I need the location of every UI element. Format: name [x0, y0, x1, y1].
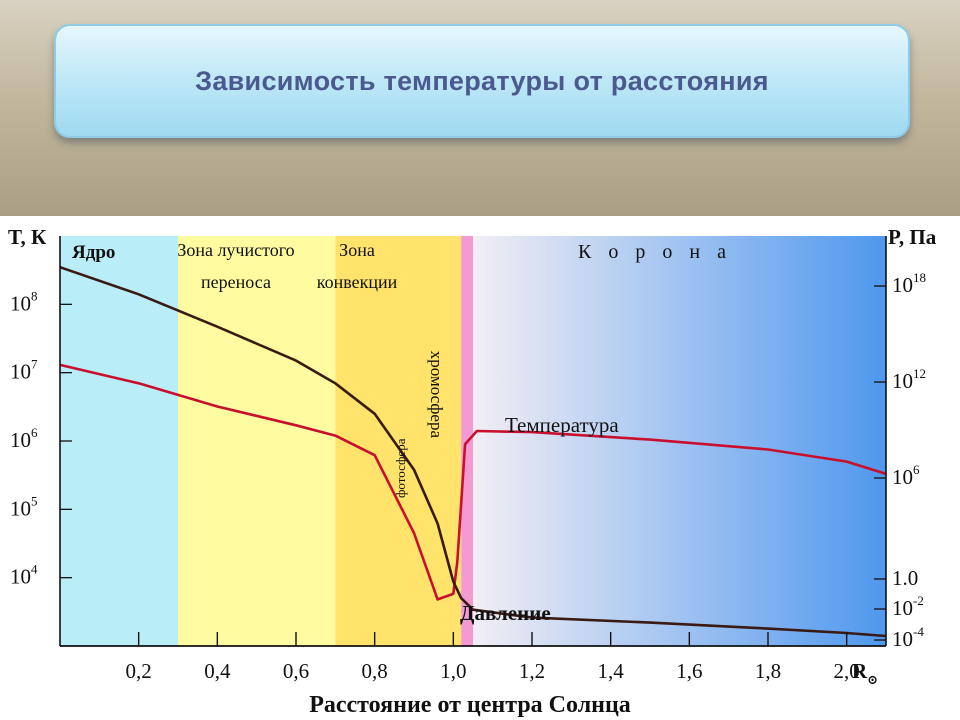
y-left-axis-label: T, К [8, 225, 47, 249]
temperature-annotation: Температура [505, 413, 619, 437]
y-right-tick-label: 10-4 [892, 624, 924, 651]
x-tick-label: 1,6 [676, 659, 702, 683]
x-unit-label: R⊙ [852, 659, 878, 687]
zone-label-radiative: переноса [201, 272, 271, 292]
zone-label-convection: конвекции [317, 272, 398, 292]
zone-label-radiative: Зона лучистого [177, 240, 294, 260]
zone-label-photosphere: фотосфера [393, 438, 408, 498]
y-right-tick-label: 10-2 [892, 593, 924, 620]
x-tick-label: 2,0 [834, 659, 860, 683]
y-left-tick-label: 107 [10, 357, 38, 384]
x-tick-label: 1,4 [598, 659, 625, 683]
zone-backgrounds [60, 236, 886, 646]
temperature-line [59, 363, 887, 601]
y-right-tick-label: 1.0 [892, 566, 918, 590]
y-left-tick-label: 105 [10, 493, 38, 520]
zone-label-chromosphere: хромосфера [427, 351, 446, 439]
labels: T, К P, Па Расстояние от центра Солнца Ядро… [8, 225, 937, 718]
x-tick-label: 0,6 [283, 659, 309, 683]
y-left-tick-label: 106 [10, 425, 38, 452]
x-tick-label: 0,4 [204, 659, 231, 683]
zone-label-core: Ядро [72, 242, 115, 263]
title-banner: Зависимость температуры от расстояния [54, 24, 910, 138]
x-tick-label: 1,2 [519, 659, 545, 683]
x-tick-label: 0,8 [362, 659, 388, 683]
series-lines [59, 265, 887, 638]
y-right-tick-label: 106 [892, 462, 920, 489]
pressure-line [59, 265, 887, 638]
zone-label-corona: К о р о н а [578, 241, 732, 263]
x-tick-label: 1,8 [755, 659, 781, 683]
zone-photosphere [453, 236, 462, 646]
axes: 0,2 0,4 0,6 0,8 1,0 1,2 1,4 1,6 1,8 2,0R⊙ 108 107 10… [10, 236, 926, 687]
y-right-axis-label: P, Па [888, 225, 937, 249]
x-tick-label: 1,0 [440, 659, 466, 683]
page-title: Зависимость температуры от расстояния [195, 65, 769, 96]
y-left-tick-label: 104 [10, 562, 38, 589]
zone-core [60, 236, 178, 646]
pressure-annotation: Давление [460, 601, 551, 625]
y-left-tick-label: 108 [10, 288, 38, 315]
y-right-tick-label: 1012 [892, 366, 926, 393]
x-tick-label: 0,2 [126, 659, 152, 683]
zone-label-convection: Зона [339, 240, 375, 260]
y-right-tick-label: 1018 [892, 270, 926, 297]
x-axis-label: Расстояние от центра Солнца [309, 692, 631, 718]
temperature-pressure-chart: 0,2 0,4 0,6 0,8 1,0 1,2 1,4 1,6 1,8 2,0R⊙ 108 107 10… [8, 225, 937, 718]
zone-radiative [178, 236, 336, 646]
slide-header-background: Зависимость температуры от расстояния [0, 0, 960, 216]
